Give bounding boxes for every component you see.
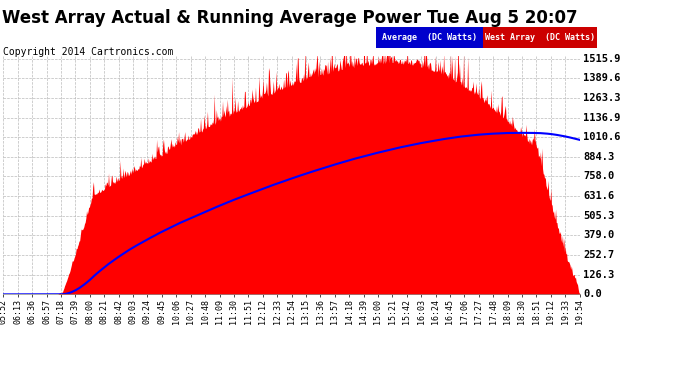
Text: 1515.9: 1515.9 <box>583 54 620 64</box>
Text: 379.0: 379.0 <box>583 230 614 240</box>
Text: 884.3: 884.3 <box>583 152 614 162</box>
Text: 1263.3: 1263.3 <box>583 93 620 103</box>
Text: 252.7: 252.7 <box>583 250 614 260</box>
Text: West Array  (DC Watts): West Array (DC Watts) <box>485 33 595 42</box>
Text: 758.0: 758.0 <box>583 171 614 182</box>
Text: 0.0: 0.0 <box>583 290 602 299</box>
Text: 631.6: 631.6 <box>583 191 614 201</box>
Text: 505.3: 505.3 <box>583 211 614 221</box>
Text: 1010.6: 1010.6 <box>583 132 620 142</box>
Text: 1389.6: 1389.6 <box>583 73 620 83</box>
Text: 1136.9: 1136.9 <box>583 112 620 123</box>
Text: Average  (DC Watts): Average (DC Watts) <box>382 33 477 42</box>
Text: 126.3: 126.3 <box>583 270 614 280</box>
Text: Copyright 2014 Cartronics.com: Copyright 2014 Cartronics.com <box>3 47 174 57</box>
Text: West Array Actual & Running Average Power Tue Aug 5 20:07: West Array Actual & Running Average Powe… <box>2 9 578 27</box>
